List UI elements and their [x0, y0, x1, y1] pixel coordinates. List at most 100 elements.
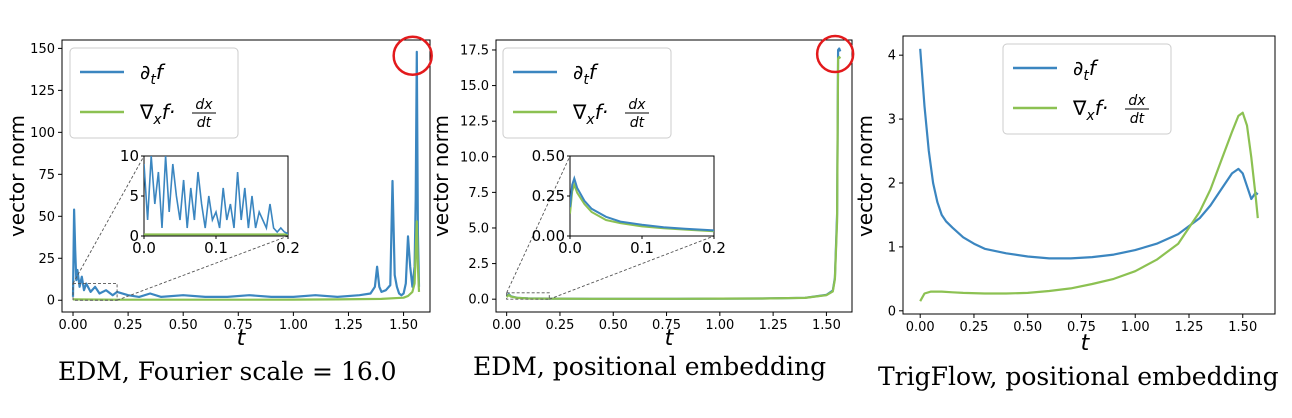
y-tick-label: 1 — [888, 240, 896, 255]
legend: ∂tf ∇xf· dx dt — [69, 47, 239, 139]
zoom-connector — [72, 155, 145, 284]
x-tick-label: 0.25 — [545, 318, 574, 333]
inset-x-tick-label: 0.2 — [702, 239, 726, 257]
legend-frac-den: dt — [1130, 111, 1145, 127]
x-tick-label: 1.00 — [705, 318, 734, 333]
panel-edm-positional: 0.00 0.25 0.50 0.75 1.00 1.25 1.50 0.0 2.5 5.0 7.5… — [429, 34, 855, 351]
series-line-grad_x — [72, 220, 421, 301]
x-tick-label: 0.00 — [59, 318, 88, 333]
legend-box — [1002, 43, 1172, 135]
highlight-circle — [815, 34, 855, 74]
x-tick-label: 0.75 — [1067, 320, 1096, 335]
highlight-circle — [392, 35, 433, 77]
y-tick-label: 0 — [47, 294, 55, 309]
legend-frac-den: dt — [630, 115, 645, 131]
x-tick-label: 1.50 — [812, 318, 841, 333]
x-tick-label: 1.25 — [759, 318, 788, 333]
zoom-source-box — [506, 292, 550, 300]
series-line-partial_t — [919, 48, 1259, 260]
y-tick-label: 25 — [38, 252, 55, 267]
x-axis-label: t — [665, 326, 675, 351]
y-axis-label: vector norm — [5, 115, 29, 237]
legend-box — [69, 47, 239, 139]
x-tick-label: 0.50 — [1013, 320, 1042, 335]
x-tick-label: 0.50 — [169, 318, 198, 333]
y-tick-label: 10.0 — [460, 150, 489, 165]
y-tick-label: 17.5 — [460, 43, 489, 58]
inset-line-partial_t — [570, 175, 714, 232]
caption-trigflow-positional: TrigFlow, positional embedding — [878, 362, 1279, 391]
inset-x-tick-label: 0.1 — [630, 239, 654, 257]
x-tick-label: 0.50 — [599, 318, 628, 333]
series-line-grad_x — [919, 111, 1259, 302]
series-group — [71, 50, 421, 301]
legend-frac-den: dt — [197, 115, 212, 131]
inset-y-tick-label: 0.00 — [532, 227, 565, 245]
legend-box — [502, 47, 672, 139]
inset-x-tick-label: 0.0 — [132, 239, 156, 257]
x-tick-label: 1.50 — [389, 318, 418, 333]
legend-label-partial_t: ∂tf — [1073, 56, 1099, 84]
inset-y-tick-label: 0 — [129, 227, 139, 245]
legend-frac-num: dx — [628, 97, 646, 113]
plot-frame — [902, 35, 1276, 315]
legend: ∂tf ∇xf· dx dt — [502, 47, 672, 139]
inset-line-partial_t — [144, 156, 288, 235]
x-tick-label: 0.00 — [906, 320, 935, 335]
inset-y-tick-label: 5 — [129, 187, 139, 205]
y-tick-label: 3 — [888, 113, 896, 128]
panel-edm-fourier: 0.00 0.25 0.50 0.75 1.00 1.25 1.50025507510012… — [5, 35, 433, 351]
zoom-connector — [116, 235, 289, 301]
y-tick-label: 125 — [30, 84, 55, 99]
caption-edm-positional: EDM, positional embedding — [473, 352, 827, 381]
x-tick-label: 1.50 — [1228, 320, 1257, 335]
y-tick-label: 4 — [888, 49, 896, 64]
legend-label-grad_x: ∇xf· — [572, 100, 608, 128]
y-tick-label: 50 — [38, 210, 55, 225]
x-tick-label: 1.25 — [1175, 320, 1204, 335]
y-tick-label: 2.5 — [468, 257, 489, 272]
legend-label-partial_t: ∂tf — [573, 60, 599, 88]
caption-edm-fourier: EDM, Fourier scale = 16.0 — [58, 357, 397, 386]
inset-line-grad_x — [570, 181, 714, 233]
legend: ∂tf ∇xf· dx dt — [1002, 43, 1172, 135]
legend-label-grad_x: ∇xf· — [1072, 96, 1108, 124]
series-line-partial_t — [71, 50, 421, 298]
x-tick-label: 0.25 — [114, 318, 143, 333]
legend-label-partial_t: ∂tf — [140, 60, 166, 88]
x-tick-label: 1.25 — [334, 318, 363, 333]
x-tick-label: 1.00 — [1121, 320, 1150, 335]
legend-label-grad_x: ∇xf· — [139, 100, 175, 128]
y-tick-label: 15.0 — [460, 79, 489, 94]
x-axis-label: t — [1081, 331, 1091, 356]
x-tick-label: 0.25 — [959, 320, 988, 335]
inset-x-tick-label: 0.1 — [204, 239, 228, 257]
x-axis-label: t — [237, 326, 247, 351]
y-tick-label: 75 — [38, 168, 55, 183]
y-tick-label: 5.0 — [468, 221, 489, 236]
y-tick-label: 0 — [888, 304, 896, 319]
inset-x-tick-label: 0.2 — [276, 239, 300, 257]
x-tick-label: 0.00 — [492, 318, 521, 333]
x-tick-label: 1.00 — [279, 318, 308, 333]
y-tick-label: 12.5 — [460, 115, 489, 130]
zoom-source-box — [72, 283, 118, 301]
panel-trigflow-positional: 0.00 0.25 0.50 0.75 1.00 1.25 1.50 0 1 2 3 4 vector … — [853, 35, 1276, 356]
y-axis-label: vector norm — [853, 115, 877, 237]
series-group — [505, 47, 842, 300]
y-tick-label: 100 — [30, 126, 55, 141]
series-line-grad_x — [505, 55, 842, 300]
y-tick-label: 0.0 — [468, 293, 489, 308]
legend-frac-num: dx — [195, 97, 213, 113]
inset-x-tick-label: 0.0 — [558, 239, 582, 257]
plot-frame — [61, 39, 431, 313]
y-axis-label: vector norm — [429, 115, 453, 237]
x-tick-label: 0.75 — [652, 318, 681, 333]
inset-series-group — [144, 156, 288, 236]
y-tick-label: 7.5 — [468, 186, 489, 201]
zoom-connector — [549, 235, 715, 300]
inset-y-tick-label: 0.25 — [532, 187, 565, 205]
y-tick-label: 2 — [888, 176, 896, 191]
series-group — [919, 48, 1259, 302]
